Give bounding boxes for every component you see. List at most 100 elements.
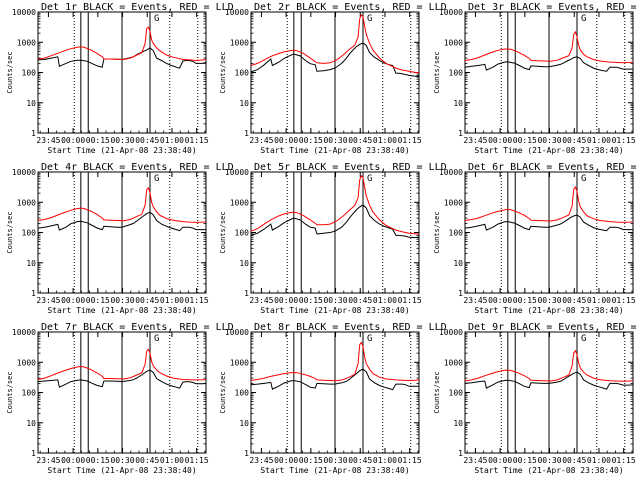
panel-title: Det 2r BLACK = Events, RED = LLD	[254, 2, 447, 13]
x-tick-label: 23:45	[249, 296, 273, 305]
x-tick-label: 23:45	[463, 296, 487, 305]
y-tick-label: 1	[458, 289, 463, 298]
y-tick-label: 100	[22, 69, 37, 78]
y-tick-label: 1	[244, 129, 249, 138]
x-tick-label: 00:15	[299, 296, 323, 305]
x-tick-label: 23:45	[249, 136, 273, 145]
y-axis-label: Counts/sec	[433, 371, 441, 413]
y-tick-label: 1000	[230, 358, 249, 367]
x-tick-label: 00:45	[135, 296, 159, 305]
x-axis-label: Start Time (21-Apr-08 23:38:40)	[47, 146, 196, 155]
x-tick-label: 01:00	[373, 296, 397, 305]
y-tick-label: 100	[22, 389, 37, 398]
y-tick-label: 1	[458, 129, 463, 138]
x-tick-label: 00:15	[513, 296, 537, 305]
y-tick-label: 1	[458, 449, 463, 458]
y-tick-label: 1000	[444, 38, 463, 47]
y-tick-label: 1000	[17, 38, 36, 47]
y-tick-label: 10	[453, 419, 463, 428]
x-tick-label: 01:15	[612, 456, 636, 465]
y-axis-label: Counts/sec	[6, 51, 14, 93]
panel-det-2r: Det 2r BLACK = Events, RED = LLD 1 10 100 10…	[219, 2, 447, 155]
events-series-line	[37, 211, 206, 232]
x-tick-label: 23:45	[463, 136, 487, 145]
x-axis-label: Start Time (21-Apr-08 23:38:40)	[474, 146, 623, 155]
x-tick-label: 23:45	[249, 456, 273, 465]
x-tick-label: 00:00	[488, 456, 512, 465]
y-axis-label: Counts/sec	[6, 211, 14, 253]
x-tick-label: 00:15	[299, 136, 323, 145]
panel-det-8r: Det 8r BLACK = Events, RED = LLD 1 10 100 10…	[219, 322, 447, 475]
lld-series-line	[464, 349, 634, 382]
x-tick-label: 01:15	[185, 136, 209, 145]
y-tick-label: 10000	[225, 328, 249, 337]
x-tick-label: 01:00	[160, 296, 184, 305]
y-tick-label: 10	[239, 259, 249, 268]
panel-title: Det 1r BLACK = Events, RED = LLD	[41, 2, 234, 13]
x-tick-label: 00:30	[110, 296, 134, 305]
x-tick-label: 01:00	[373, 136, 397, 145]
panel-det-9r: Det 9r BLACK = Events, RED = LLD 1 10 100 10…	[433, 322, 640, 475]
y-axis-label: Counts/sec	[219, 371, 227, 413]
x-tick-label: 00:45	[562, 136, 586, 145]
lld-series-line	[37, 26, 207, 62]
x-tick-label: 01:00	[587, 456, 611, 465]
y-tick-label: 1	[31, 289, 36, 298]
x-tick-label: 00:45	[348, 136, 372, 145]
lld-series-line	[37, 186, 207, 223]
panel-det-7r: Det 7r BLACK = Events, RED = LLD 1 10 100 10…	[6, 322, 234, 475]
lld-series-line	[37, 348, 207, 381]
y-tick-label: 1	[31, 129, 36, 138]
y-axis-label: Counts/sec	[219, 211, 227, 253]
y-tick-label: 10	[26, 419, 36, 428]
x-tick-label: 00:15	[86, 456, 110, 465]
panel-det-4r: Det 4r BLACK = Events, RED = LLD 1 10 100 10…	[6, 162, 234, 315]
lld-series-line	[250, 341, 420, 382]
x-tick-label: 00:30	[537, 456, 561, 465]
x-tick-label: 01:00	[160, 456, 184, 465]
x-axis-label: Start Time (21-Apr-08 23:38:40)	[474, 306, 623, 315]
panel-footnote-marker: G	[367, 174, 372, 184]
events-series-line	[250, 42, 419, 77]
panel-footnote-marker: G	[154, 334, 159, 344]
x-tick-label: 01:15	[398, 136, 422, 145]
y-tick-label: 10	[26, 99, 36, 108]
y-tick-label: 1000	[17, 198, 36, 207]
x-tick-label: 00:30	[323, 456, 347, 465]
panel-title: Det 3r BLACK = Events, RED = LLD	[468, 2, 640, 13]
y-tick-label: 1	[244, 289, 249, 298]
panel-det-5r: Det 5r BLACK = Events, RED = LLD 1 10 100 10…	[219, 162, 447, 315]
y-tick-label: 1	[31, 449, 36, 458]
x-tick-label: 00:00	[61, 136, 85, 145]
x-tick-label: 00:00	[274, 456, 298, 465]
panel-title: Det 7r BLACK = Events, RED = LLD	[41, 322, 234, 333]
panel-footnote-marker: G	[367, 14, 372, 24]
lld-series-line	[464, 185, 634, 223]
x-tick-label: 00:00	[488, 136, 512, 145]
x-tick-label: 01:00	[587, 136, 611, 145]
y-tick-label: 100	[235, 389, 250, 398]
x-tick-label: 00:30	[323, 136, 347, 145]
panel-title: Det 8r BLACK = Events, RED = LLD	[254, 322, 447, 333]
y-tick-label: 1000	[230, 38, 249, 47]
y-tick-label: 1	[244, 449, 249, 458]
x-tick-label: 00:45	[348, 296, 372, 305]
y-tick-label: 10	[453, 99, 463, 108]
lld-series-line	[464, 30, 634, 64]
panel-footnote-marker: G	[154, 14, 159, 24]
x-tick-label: 00:00	[274, 136, 298, 145]
x-tick-label: 01:00	[587, 296, 611, 305]
lld-series-line	[250, 174, 419, 235]
x-axis-label: Start Time (21-Apr-08 23:38:40)	[260, 146, 409, 155]
x-tick-label: 01:00	[373, 456, 397, 465]
panel-footnote-marker: G	[154, 174, 159, 184]
panel-footnote-marker: G	[581, 14, 586, 24]
y-tick-label: 10000	[12, 328, 36, 337]
x-tick-label: 00:15	[513, 456, 537, 465]
x-tick-label: 00:00	[61, 296, 85, 305]
x-tick-label: 00:15	[86, 296, 110, 305]
x-axis-label: Start Time (21-Apr-08 23:38:40)	[260, 306, 409, 315]
x-tick-label: 01:00	[160, 136, 184, 145]
y-tick-label: 100	[235, 229, 250, 238]
x-tick-label: 23:45	[36, 296, 60, 305]
